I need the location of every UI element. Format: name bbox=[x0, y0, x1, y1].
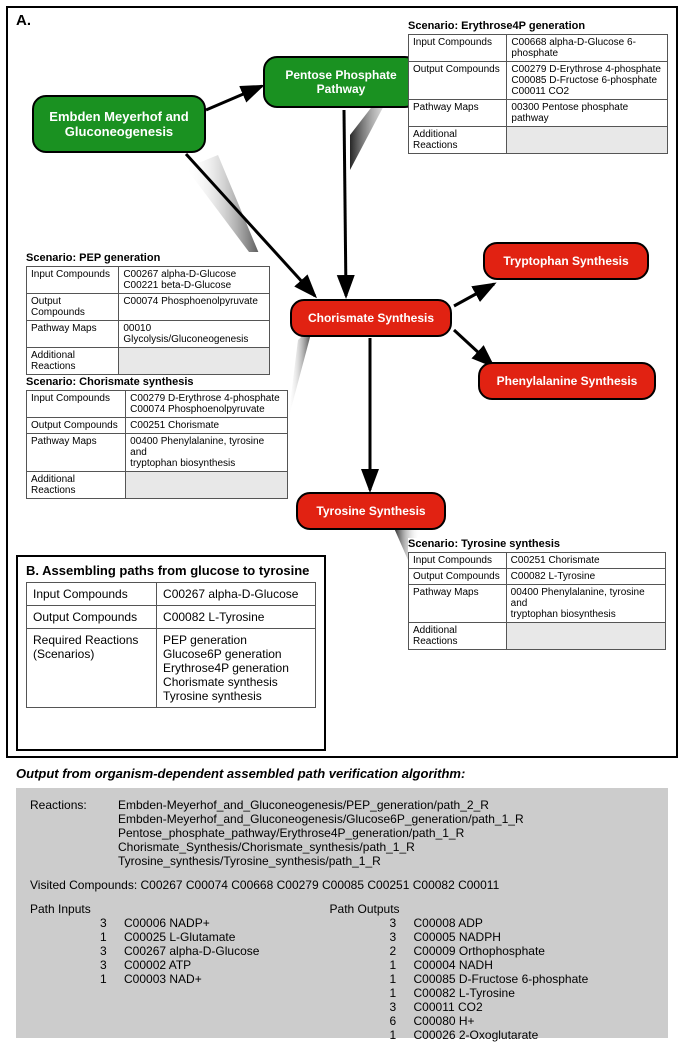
row-label: Pathway Maps bbox=[409, 585, 507, 623]
row-value bbox=[506, 623, 665, 650]
input-row: 3C00002 ATP bbox=[30, 958, 330, 972]
output-row: 1C00082 L-Tyrosine bbox=[330, 986, 642, 1000]
output-row: 3C00011 CO2 bbox=[330, 1000, 642, 1014]
output-row: 6C00080 H+ bbox=[330, 1014, 642, 1028]
row-label: Additional Reactions bbox=[409, 127, 507, 154]
row-label: Required Reactions(Scenarios) bbox=[27, 629, 157, 708]
scenario-table: Input CompoundsC00279 D-Erythrose 4-phos… bbox=[26, 390, 288, 499]
panel-b: B. Assembling paths from glucose to tyro… bbox=[16, 555, 326, 751]
node-phe: Phenylalanine Synthesis bbox=[478, 362, 656, 400]
row-label: Input Compounds bbox=[409, 35, 507, 62]
visited: Visited Compounds: C00267 C00074 C00668 … bbox=[30, 878, 654, 892]
row-label: Output Compounds bbox=[27, 294, 119, 321]
row-value: C00279 D-Erythrose 4-phosphateC00085 D-F… bbox=[507, 62, 668, 100]
row-value bbox=[119, 348, 270, 375]
scenario-title: Scenario: Erythrose4P generation bbox=[408, 20, 668, 32]
scenario-chor: Scenario: Chorismate synthesis Input Comp… bbox=[26, 376, 288, 499]
input-row: 3C00006 NADP+ bbox=[30, 916, 330, 930]
row-label: Output Compounds bbox=[27, 418, 126, 434]
output-row: 3C00005 NADPH bbox=[330, 930, 642, 944]
row-value bbox=[507, 127, 668, 154]
input-row: 3C00267 alpha-D-Glucose bbox=[30, 944, 330, 958]
output-row: 2C00009 Orthophosphate bbox=[330, 944, 642, 958]
scenario-tyr: Scenario: Tyrosine synthesis Input Compou… bbox=[408, 538, 666, 650]
scenario-erythrose: Scenario: Erythrose4P generation Input Co… bbox=[408, 20, 668, 154]
output-title: Output from organism-dependent assembled… bbox=[16, 766, 465, 781]
scenario-table: Input CompoundsC00668 alpha-D-Glucose 6-… bbox=[408, 34, 668, 154]
row-value: C00074 Phosphoenolpyruvate bbox=[119, 294, 270, 321]
row-label: Pathway Maps bbox=[27, 321, 119, 348]
node-trp: Tryptophan Synthesis bbox=[483, 242, 649, 280]
output-row: 3C00008 ADP bbox=[330, 916, 642, 930]
row-label: Input Compounds bbox=[27, 391, 126, 418]
scenario-title: Scenario: Tyrosine synthesis bbox=[408, 538, 666, 550]
row-value: 00300 Pentose phosphate pathway bbox=[507, 100, 668, 127]
row-label: Input Compounds bbox=[409, 553, 507, 569]
row-value bbox=[126, 472, 288, 499]
row-label: Pathway Maps bbox=[27, 434, 126, 472]
outputs-header: Path Outputs bbox=[330, 902, 642, 916]
node-tyr: Tyrosine Synthesis bbox=[296, 492, 446, 530]
row-value: C00082 L-Tyrosine bbox=[157, 606, 316, 629]
output-row: 1C00085 D-Fructose 6-phosphate bbox=[330, 972, 642, 986]
scenario-table: Input CompoundsC00251 ChorismateOutput C… bbox=[408, 552, 666, 650]
row-value: C00251 Chorismate bbox=[126, 418, 288, 434]
scenario-title: Scenario: PEP generation bbox=[26, 252, 270, 264]
scenario-table: Input CompoundsC00267 alpha-D-GlucoseC00… bbox=[26, 266, 270, 375]
node-ppp: Pentose PhosphatePathway bbox=[263, 56, 419, 108]
row-value: C00267 alpha-D-GlucoseC00221 beta-D-Gluc… bbox=[119, 267, 270, 294]
node-cho: Chorismate Synthesis bbox=[290, 299, 452, 337]
inputs-header: Path Inputs bbox=[30, 902, 330, 916]
row-value: C00251 Chorismate bbox=[506, 553, 665, 569]
row-value: C00082 L-Tyrosine bbox=[506, 569, 665, 585]
row-value: PEP generationGlucose6P generationErythr… bbox=[157, 629, 316, 708]
row-label: Additional Reactions bbox=[409, 623, 507, 650]
row-label: Input Compounds bbox=[27, 267, 119, 294]
row-label: Output Compounds bbox=[409, 569, 507, 585]
row-label: Output Compounds bbox=[409, 62, 507, 100]
row-label: Additional Reactions bbox=[27, 348, 119, 375]
row-value: C00267 alpha-D-Glucose bbox=[157, 583, 316, 606]
reactions: Reactions:Embden-Meyerhof_and_Gluconeoge… bbox=[30, 798, 654, 868]
row-label: Additional Reactions bbox=[27, 472, 126, 499]
node-em: Embden Meyerhof andGluconeogenesis bbox=[32, 95, 206, 153]
row-value: 00400 Phenylalanine, tyrosine and trypto… bbox=[126, 434, 288, 472]
scenario-pep: Scenario: PEP generation Input CompoundsC… bbox=[26, 252, 270, 375]
scenario-title: Scenario: Chorismate synthesis bbox=[26, 376, 288, 388]
panel-b-table: Input CompoundsC00267 alpha-D-GlucoseOut… bbox=[26, 582, 316, 708]
row-label: Pathway Maps bbox=[409, 100, 507, 127]
row-value: C00279 D-Erythrose 4-phosphateC00074 Pho… bbox=[126, 391, 288, 418]
panel-b-title: B. Assembling paths from glucose to tyro… bbox=[26, 563, 316, 578]
output-row: 1C00026 2-Oxoglutarate bbox=[330, 1028, 642, 1042]
input-row: 1C00025 L-Glutamate bbox=[30, 930, 330, 944]
output-box: Reactions:Embden-Meyerhof_and_Gluconeoge… bbox=[16, 788, 668, 1038]
row-label: Input Compounds bbox=[27, 583, 157, 606]
output-row: 1C00004 NADH bbox=[330, 958, 642, 972]
row-label: Output Compounds bbox=[27, 606, 157, 629]
row-value: 00010 Glycolysis/Gluconeogenesis bbox=[119, 321, 270, 348]
row-value: C00668 alpha-D-Glucose 6-phosphate bbox=[507, 35, 668, 62]
input-row: 1C00003 NAD+ bbox=[30, 972, 330, 986]
row-value: 00400 Phenylalanine, tyrosine and trypto… bbox=[506, 585, 665, 623]
